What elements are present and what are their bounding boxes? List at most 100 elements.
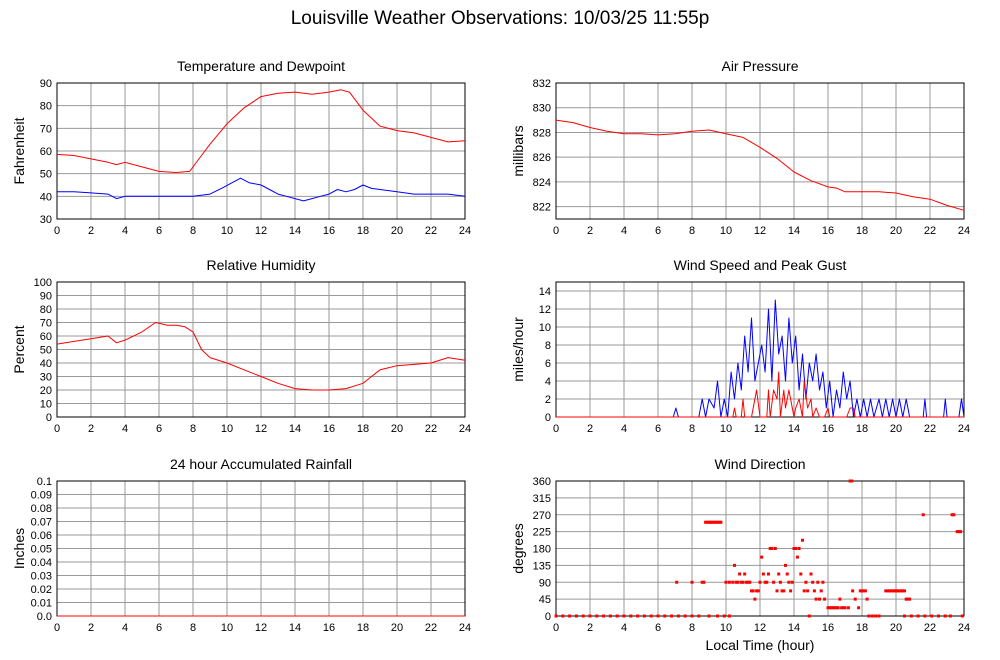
dir-point <box>765 580 769 584</box>
rh-x-tick-label: 10 <box>221 423 233 435</box>
dir-x-tick-label: 14 <box>788 622 800 634</box>
rain-y-tick-label: 0.02 <box>31 584 52 596</box>
dir-point <box>736 580 740 584</box>
dir-point <box>887 589 891 593</box>
dir-x-tick-label: 6 <box>655 622 661 634</box>
temp-x-tick-label: 20 <box>391 225 403 237</box>
wind-series-line-1 <box>556 371 964 418</box>
dir-point <box>960 614 964 618</box>
rain-y-tick-label: 0.1 <box>37 476 52 488</box>
dir-point <box>784 563 787 567</box>
wind-series-line-0 <box>556 299 965 418</box>
wind-y-axis-label: miles/hour <box>510 317 526 382</box>
dir-point <box>777 572 781 576</box>
rain-y-tick-label: 0.08 <box>31 503 52 515</box>
rain-x-tick-label: 20 <box>391 622 403 634</box>
temp-x-tick-label: 24 <box>459 225 471 237</box>
dir-point <box>722 614 726 618</box>
dir-point <box>705 520 709 524</box>
dir-point <box>751 589 755 593</box>
temp-x-tick-label: 10 <box>221 225 233 237</box>
dir-point <box>700 580 704 584</box>
dir-point <box>656 614 660 618</box>
rh-x-tick-label: 20 <box>391 423 403 435</box>
temp-chart-title: Temperature and Dewpoint <box>177 58 345 74</box>
temp-y-tick-label: 50 <box>40 169 52 181</box>
wind-y-tick-label: 10 <box>539 322 551 334</box>
dir-point <box>702 580 706 584</box>
dir-point <box>828 606 832 610</box>
rh-y-tick-label: 40 <box>40 358 52 370</box>
wind-x-tick-label: 16 <box>822 423 834 435</box>
dir-point <box>588 614 592 618</box>
dir-point <box>581 614 585 618</box>
dir-point <box>860 589 864 593</box>
dir-point <box>778 580 782 584</box>
temp-x-tick-label: 16 <box>323 225 335 237</box>
dir-point <box>780 589 784 593</box>
temp-x-tick-label: 0 <box>54 225 60 237</box>
rh-y-tick-label: 80 <box>40 304 52 316</box>
dir-point <box>903 589 906 593</box>
dir-point <box>744 580 748 584</box>
rh-y-tick-label: 60 <box>40 331 52 343</box>
dir-point <box>862 589 866 593</box>
rain-x-tick-label: 8 <box>190 622 196 634</box>
rh-x-tick-label: 22 <box>425 423 437 435</box>
wind-x-tick-label: 6 <box>655 423 661 435</box>
dir-point <box>727 614 731 618</box>
dir-point <box>775 589 779 593</box>
dir-point <box>608 614 612 618</box>
wind-x-tick-label: 14 <box>788 423 800 435</box>
dir-point <box>629 614 633 618</box>
dir-point <box>760 555 764 559</box>
dir-point <box>727 580 731 584</box>
page-title: Louisville Weather Observations: 10/03/2… <box>290 8 710 29</box>
dir-point <box>870 614 874 618</box>
pressure-y-tick-label: 824 <box>533 177 551 189</box>
dir-point <box>716 520 719 524</box>
pressure-x-tick-label: 22 <box>924 225 936 237</box>
wind-x-tick-label: 20 <box>890 423 902 435</box>
dir-point <box>697 614 701 618</box>
rh-y-tick-label: 70 <box>40 318 52 330</box>
dir-x-tick-label: 0 <box>553 622 559 634</box>
dir-point <box>899 589 903 593</box>
dir-point <box>802 589 806 593</box>
rh-y-tick-label: 50 <box>40 345 52 357</box>
rh-series-line-0 <box>56 322 466 391</box>
dir-x-tick-label: 24 <box>958 622 970 634</box>
dir-point <box>867 614 871 618</box>
dir-point <box>712 520 716 524</box>
rain-y-axis-label: Inches <box>11 528 27 569</box>
dir-point <box>787 580 791 584</box>
dir-point <box>937 614 940 618</box>
pressure-y-tick-label: 828 <box>533 127 551 139</box>
dir-point <box>753 597 757 601</box>
rain-x-tick-label: 0 <box>54 622 60 634</box>
rh-x-tick-label: 18 <box>357 423 369 435</box>
wind-x-tick-label: 0 <box>553 423 559 435</box>
rain-x-tick-label: 12 <box>255 622 267 634</box>
temp-x-tick-label: 2 <box>88 225 94 237</box>
dir-point <box>821 580 825 584</box>
dir-point <box>738 572 742 576</box>
dir-point <box>906 597 910 601</box>
dir-point <box>801 538 804 542</box>
dir-point <box>750 589 753 593</box>
dir-point <box>858 589 862 593</box>
dir-point <box>602 614 606 618</box>
dir-point <box>840 606 844 610</box>
dir-point <box>739 580 743 584</box>
wind-y-tick-label: 8 <box>545 340 551 352</box>
dir-point <box>901 589 905 593</box>
dir-point <box>897 589 901 593</box>
pressure-chart-title: Air Pressure <box>721 58 798 74</box>
dir-point <box>921 513 925 517</box>
dir-point <box>710 520 714 524</box>
pressure-y-tick-label: 832 <box>533 78 551 90</box>
dir-x-tick-label: 12 <box>754 622 766 634</box>
dir-y-tick-label: 270 <box>533 510 551 522</box>
wind-y-tick-label: 4 <box>545 376 551 388</box>
